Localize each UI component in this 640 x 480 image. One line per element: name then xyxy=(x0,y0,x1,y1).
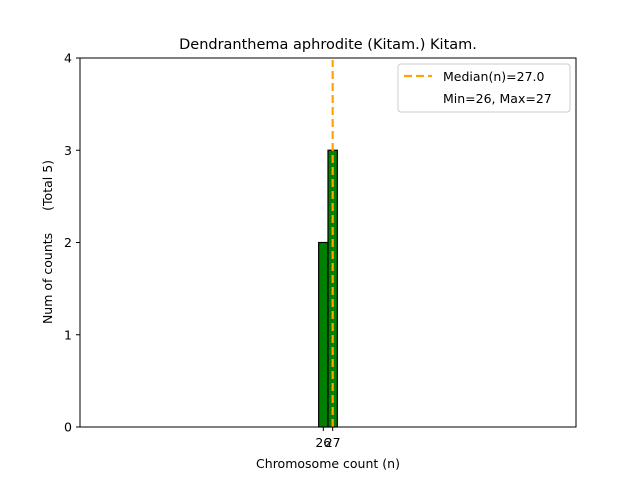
bars xyxy=(318,149,338,428)
plot-area xyxy=(79,57,577,428)
legend-box xyxy=(397,63,571,113)
x-tick-label: 26 xyxy=(315,435,331,450)
y-tick-label: 0 xyxy=(64,420,72,435)
chart-title: Dendranthema aphrodite (Kitam.) Kitam. xyxy=(179,37,477,53)
legend-range-label: Min=26, Max=27 xyxy=(443,91,552,106)
y-tick-label: 3 xyxy=(64,143,72,158)
x-axis-label: Chromosome count (n) xyxy=(256,456,400,471)
x-tick-label: 27 xyxy=(325,435,341,450)
y-axis-label-group: Num of counts (Total 5) xyxy=(40,160,55,324)
y-axis: 0 1 2 3 4 xyxy=(64,51,80,435)
y-axis-total-note: (Total 5) xyxy=(40,160,55,211)
legend-median-label: Median(n)=27.0 xyxy=(443,69,544,84)
y-tick-label: 1 xyxy=(64,327,72,342)
bar xyxy=(318,241,329,428)
y-tick-label: 4 xyxy=(64,51,72,66)
y-axis-label: Num of counts (Total 5) xyxy=(40,160,55,324)
legend: Median(n)=27.0 Min=26, Max=27 xyxy=(397,63,571,113)
y-tick-label: 2 xyxy=(64,235,72,250)
y-axis-label-text: Num of counts xyxy=(40,233,55,324)
